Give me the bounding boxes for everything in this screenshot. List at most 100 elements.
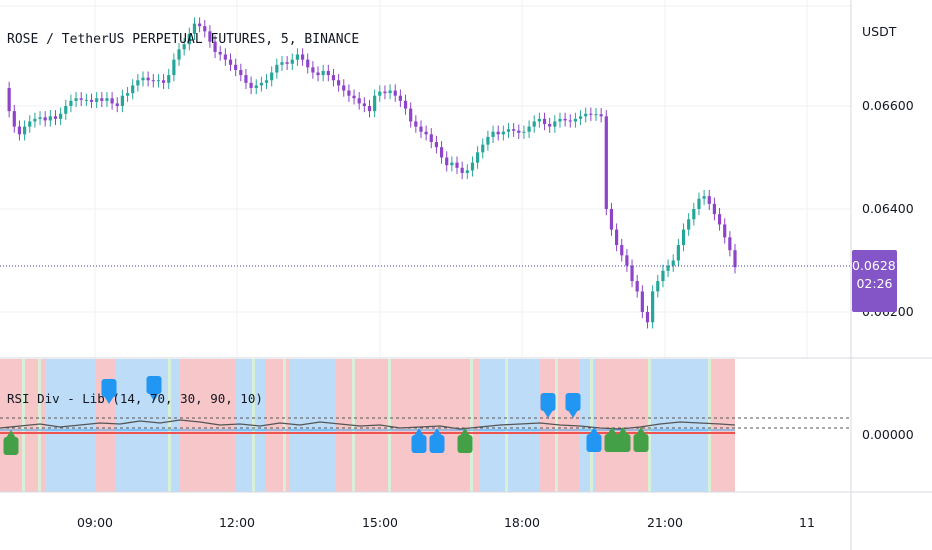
candle-body [589, 113, 593, 115]
candle-body [378, 91, 382, 96]
candle-body [125, 93, 130, 96]
bull-divergence-marker [633, 434, 649, 452]
last-price-value: 0.06287 [852, 258, 904, 273]
candle-body [424, 131, 428, 135]
candle-body [373, 95, 377, 112]
candle-body [620, 245, 624, 256]
candle-body [295, 54, 300, 60]
candle-body [48, 116, 52, 121]
candle-body [151, 80, 155, 82]
candle-body [161, 80, 166, 83]
candle-body [687, 219, 691, 230]
candle-body [12, 111, 16, 127]
candle-body [537, 118, 541, 122]
time-axis-label: 15:00 [361, 515, 399, 530]
candle-body [362, 103, 366, 106]
candle-body [43, 117, 47, 121]
marker-tip [6, 430, 16, 438]
candle-body [599, 114, 603, 117]
candle-body [141, 77, 145, 81]
candle-body [403, 100, 408, 109]
zone-stripe [708, 359, 711, 492]
candle-body [264, 80, 269, 83]
candle-body [331, 75, 336, 81]
marker-tip [432, 428, 442, 436]
candle-body [429, 134, 433, 143]
candle-body [419, 126, 423, 132]
currency-label[interactable]: USDT [862, 24, 897, 39]
indicator-zones [0, 359, 735, 492]
candle-body [146, 77, 150, 81]
candle-body [640, 291, 644, 312]
candle-body [244, 75, 248, 83]
candle-body [651, 291, 655, 323]
marker-tip [636, 427, 646, 435]
zone-band [650, 359, 712, 492]
candle-body [53, 116, 58, 119]
price-axis-label: 0.06600 [862, 98, 914, 113]
price-axis-label: 0.06400 [862, 201, 914, 216]
bull-divergence-marker [411, 435, 427, 453]
candle-body [17, 126, 22, 135]
candle-body [476, 152, 480, 163]
marker-tip [543, 410, 553, 418]
candle-body [723, 224, 727, 238]
zone-stripe [590, 359, 593, 492]
zone-stripe [470, 359, 473, 492]
candle-body [445, 157, 449, 166]
indicator-axis-label: 0.00000 [862, 427, 914, 442]
candle-body [542, 118, 547, 125]
marker-tip [618, 427, 628, 435]
bear-divergence-marker [146, 376, 162, 394]
candle-body [414, 121, 418, 127]
bear-divergence-marker [565, 393, 581, 411]
candle-body [213, 41, 217, 52]
candle-body [74, 98, 78, 101]
candle-body [198, 23, 202, 27]
candle-body [692, 209, 696, 220]
candle-body [239, 69, 243, 76]
marker-tip [607, 427, 617, 435]
candle-body [177, 49, 181, 60]
candle-body [337, 80, 341, 86]
candle-body [228, 59, 233, 65]
candle-body [733, 250, 737, 268]
indicator-title[interactable]: RSI Div - Lib (14, 70, 30, 90, 10) [7, 391, 263, 406]
candle-body [594, 114, 598, 116]
candle-body [439, 147, 444, 158]
candle-body [630, 265, 634, 282]
time-axis-label: 09:00 [76, 515, 114, 530]
candle-body [517, 130, 521, 133]
candle-body [563, 118, 567, 121]
candle-body [409, 108, 413, 122]
marker-tip [589, 427, 599, 435]
candle-body [388, 90, 392, 94]
candle-body [527, 126, 531, 132]
candle-body [614, 229, 619, 246]
candle-body [84, 99, 88, 101]
candle-body [702, 196, 706, 199]
candle-body [728, 237, 732, 251]
bull-divergence-marker [3, 437, 19, 455]
zone-stripe [38, 359, 41, 492]
candle-body [28, 121, 32, 127]
candle-body [635, 281, 639, 292]
candle-body [460, 167, 464, 173]
candle-body [316, 72, 320, 76]
candle-body [656, 281, 660, 292]
candle-body [676, 245, 680, 261]
candle-body [223, 54, 227, 60]
time-axis-label: 21:00 [646, 515, 684, 530]
candle-body [79, 98, 83, 100]
candle-body [131, 85, 135, 94]
time-axis-label: 11 [799, 515, 815, 530]
candle-body [465, 170, 469, 173]
candle-body [136, 80, 140, 86]
zone-band [712, 359, 735, 492]
candle-body [512, 129, 516, 131]
candle-body [208, 31, 212, 42]
marker-tip [414, 428, 424, 436]
symbol-title[interactable]: ROSE / TetherUS PERPETUAL FUTURES, 5, BI… [7, 32, 360, 47]
candle-body [481, 144, 485, 153]
